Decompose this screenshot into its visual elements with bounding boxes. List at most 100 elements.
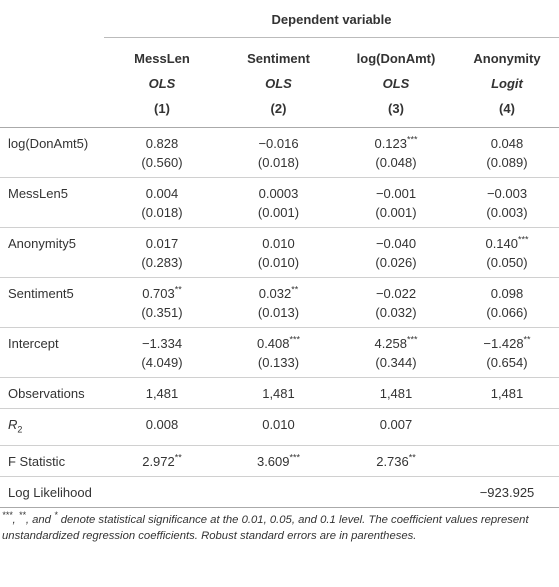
coef-line: −0.022 — [337, 284, 455, 303]
table-row: log(DonAmt5) 0.828 (0.560) −0.016 (0.018) 0.1… — [0, 127, 559, 178]
coefficient: 1,481 — [262, 386, 295, 401]
significance-stars: *** — [289, 452, 301, 463]
column-header-row: OLS OLS OLS Logit — [0, 71, 559, 96]
coef-line: 0.408*** — [220, 334, 337, 353]
table-row: Anonymity5 0.017 (0.283) 0.010 (0.010) −0.040… — [0, 227, 559, 278]
value-cell — [220, 475, 337, 507]
value-cell: 0.0003 (0.001) — [220, 177, 337, 228]
standard-error: (0.018) — [257, 155, 300, 170]
value-cell: −923.925 — [455, 475, 559, 507]
coef-line: 0.098 — [455, 284, 559, 303]
significance-stars: ** — [291, 284, 299, 295]
row-label-wrap: F Statistic — [8, 452, 92, 471]
standard-error: (0.066) — [486, 305, 528, 320]
value-cell: 0.703** (0.351) — [104, 277, 220, 328]
footnote: ***, **, and * denote statistical signif… — [0, 506, 559, 544]
value-cell: 2.972** — [104, 444, 220, 477]
significance-stars: *** — [407, 334, 418, 345]
coefficient: 0.004 — [145, 186, 179, 201]
value-cell — [455, 444, 559, 477]
column-number: (1) — [154, 101, 170, 116]
row-label-cell: F Statistic — [0, 444, 104, 477]
coefficient: 0.140 — [485, 236, 519, 251]
table-row: F Statistic 2.972** 3.609*** 2.736** — [0, 444, 559, 477]
table-row: Log Likelihood −923.925 — [0, 475, 559, 507]
coefficient: 2.736 — [376, 453, 409, 469]
column-header-row: (1) (2) (3) (4) — [0, 96, 559, 128]
coef-line: 0.017 — [104, 234, 220, 253]
column-number: (3) — [388, 101, 404, 116]
coef-line: 0.123*** — [337, 134, 455, 153]
column-number: (4) — [499, 101, 515, 116]
value-cell — [337, 475, 455, 507]
row-label-wrap: log(DonAmt5) — [8, 134, 92, 153]
value-cell: 0.007 — [337, 408, 455, 446]
standard-error: (0.018) — [141, 205, 183, 220]
coefficient: 1,481 — [379, 386, 413, 401]
row-label: MessLen5 — [8, 186, 68, 201]
coefficient: 0.0003 — [258, 186, 299, 201]
value-cell: 4.258*** (0.344) — [337, 327, 455, 378]
value-cell: −0.003 (0.003) — [455, 177, 559, 228]
coef-line: 1,481 — [455, 384, 559, 403]
value-cell: −1.334 (4.049) — [104, 327, 220, 378]
column-name: Anonymity — [473, 51, 541, 66]
coef-line: 0.828 — [104, 134, 220, 153]
row-label-cell: Log Likelihood — [0, 475, 104, 507]
coef-line: −1.428** — [455, 334, 559, 353]
column-name: MessLen — [134, 51, 190, 66]
row-label-wrap: Intercept — [8, 334, 92, 353]
row-label: R — [8, 417, 18, 432]
coef-line: 3.609*** — [220, 452, 337, 471]
standard-error: (0.050) — [486, 255, 528, 270]
standard-error: (0.001) — [257, 205, 300, 220]
coefficient: 0.048 — [490, 136, 524, 151]
row-label-cell: log(DonAmt5) — [0, 127, 104, 178]
footnote-text: denote statistical significance at the 0… — [2, 513, 529, 542]
row-label-wrap: Observations — [8, 384, 92, 403]
coef-line: −923.925 — [455, 483, 559, 502]
footnote-text: , and — [25, 513, 55, 526]
column-name: Sentiment — [247, 51, 310, 66]
coef-line: 0.010 — [220, 234, 337, 253]
value-cell: 1,481 — [455, 377, 559, 409]
significance-stars: ** — [408, 452, 416, 463]
header-row: Dependent variable — [0, 0, 559, 38]
coefficient: 0.408 — [256, 336, 290, 351]
table-head: Dependent variable MessLen Sentiment log(D… — [0, 0, 559, 128]
table-row: Sentiment5 0.703** (0.351) 0.032** (0.013) −0… — [0, 277, 559, 328]
coefficient: 0.017 — [145, 236, 179, 251]
coefficient: 0.010 — [262, 236, 295, 251]
coef-line: 2.736** — [337, 452, 455, 471]
value-cell: 0.123*** (0.048) — [337, 127, 455, 178]
coef-line: −0.016 — [220, 134, 337, 153]
value-cell: 0.408*** (0.133) — [220, 327, 337, 378]
coefficient: 0.703 — [142, 286, 175, 301]
coef-line: 4.258*** — [337, 334, 455, 353]
row-label-cell: R2 — [0, 408, 104, 446]
table-row: MessLen5 0.004 (0.018) 0.0003 (0.001) −0.001 (… — [0, 177, 559, 228]
coefficient: 1,481 — [145, 386, 179, 401]
standard-error: (0.654) — [486, 355, 528, 370]
standard-error: (0.013) — [257, 305, 300, 320]
value-cell: 2.736** — [337, 444, 455, 477]
standard-error: (0.001) — [375, 205, 417, 220]
value-cell: 0.004 (0.018) — [104, 177, 220, 228]
coefficient: −1.334 — [141, 336, 183, 351]
value-cell: 0.010 — [220, 408, 337, 446]
column-number: (2) — [270, 101, 287, 116]
row-label: Observations — [8, 386, 85, 401]
coefficient: 2.972 — [142, 453, 175, 469]
coefficient: 1,481 — [490, 386, 524, 401]
row-label-wrap: Anonymity5 — [8, 234, 92, 253]
value-cell: −1.428** (0.654) — [455, 327, 559, 378]
coef-line: 0.032** — [220, 284, 337, 303]
footnote-marker: ** — [18, 509, 26, 520]
significance-stars: ** — [174, 452, 182, 463]
coef-line: 0.010 — [220, 415, 337, 434]
coefficient: −1.428 — [483, 336, 524, 351]
table-body: log(DonAmt5) 0.828 (0.560) −0.016 (0.018) 0.1… — [0, 127, 559, 507]
significance-stars: *** — [518, 234, 529, 245]
coefficient: −923.925 — [479, 484, 535, 500]
